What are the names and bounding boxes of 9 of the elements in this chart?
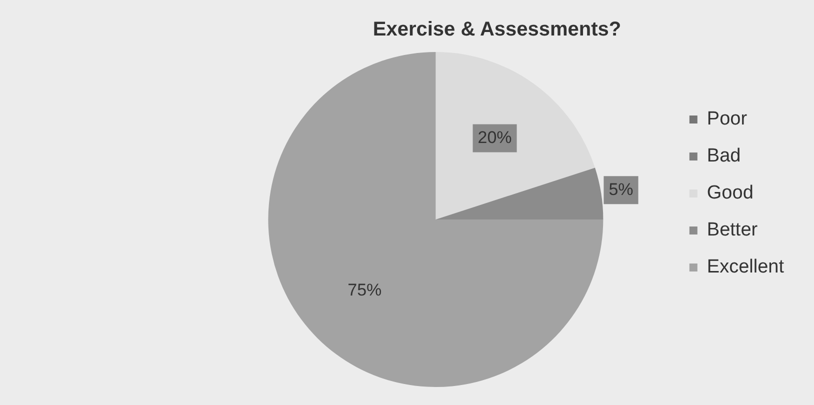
data-label: 20% — [478, 128, 512, 147]
chart-title: Exercise & Assessments? — [372, 18, 622, 41]
legend-label: Poor — [706, 108, 748, 130]
legend-label: Better — [706, 220, 758, 241]
legend-label: Good — [706, 182, 754, 204]
data-label: 5% — [608, 180, 634, 199]
legend-label: Bad — [706, 146, 741, 167]
data-label: 75% — [348, 280, 382, 300]
legend-label: Excellent — [706, 256, 785, 278]
